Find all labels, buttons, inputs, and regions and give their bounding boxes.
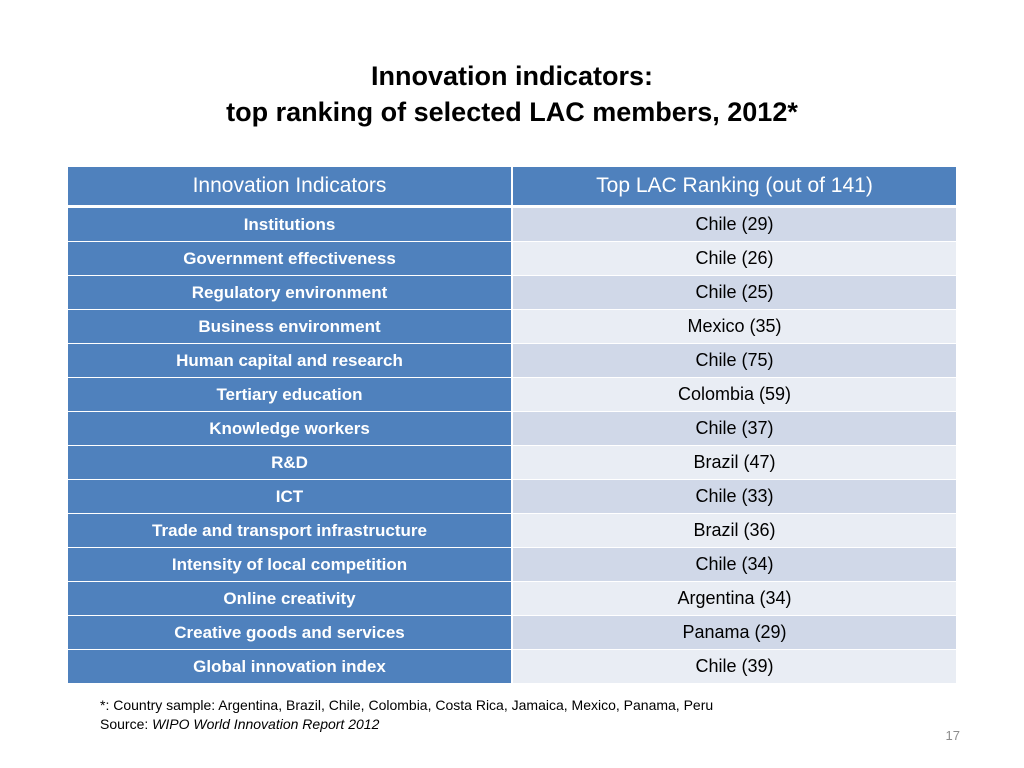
table-header-row: Innovation Indicators Top LAC Ranking (o… [68, 167, 956, 208]
slide-title-line-2: top ranking of selected LAC members, 201… [226, 97, 798, 127]
ranking-cell: Chile (33) [512, 479, 956, 514]
ranking-cell: Colombia (59) [512, 377, 956, 412]
ranking-cell: Chile (37) [512, 411, 956, 446]
indicator-cell: Institutions [68, 206, 513, 242]
ranking-cell: Chile (29) [512, 206, 956, 242]
table-row: Trade and transport infrastructure Brazi… [68, 513, 956, 548]
indicator-cell: Global innovation index [68, 649, 513, 684]
ranking-cell: Chile (75) [512, 343, 956, 378]
table-row: Tertiary education Colombia (59) [68, 377, 956, 412]
table-row: Business environment Mexico (35) [68, 309, 956, 344]
table-header: Innovation Indicators Top LAC Ranking (o… [68, 167, 956, 208]
source-note: Source: WIPO World Innovation Report 201… [100, 715, 713, 734]
table-row: Government effectiveness Chile (26) [68, 241, 956, 276]
table-row: Intensity of local competition Chile (34… [68, 547, 956, 582]
table-row: Knowledge workers Chile (37) [68, 411, 956, 446]
ranking-cell: Chile (34) [512, 547, 956, 582]
ranking-cell: Argentina (34) [512, 581, 956, 616]
table-body: Institutions Chile (29) Government effec… [68, 206, 956, 684]
table-row: Creative goods and services Panama (29) [68, 615, 956, 650]
column-header-indicators: Innovation Indicators [68, 167, 513, 208]
ranking-cell: Panama (29) [512, 615, 956, 650]
ranking-cell: Brazil (47) [512, 445, 956, 480]
indicator-cell: Tertiary education [68, 377, 513, 412]
table-row: Global innovation index Chile (39) [68, 649, 956, 684]
page-number: 17 [945, 728, 960, 743]
ranking-cell: Brazil (36) [512, 513, 956, 548]
indicator-cell: Online creativity [68, 581, 513, 616]
indicator-cell: Knowledge workers [68, 411, 513, 446]
innovation-indicators-table: Innovation Indicators Top LAC Ranking (o… [68, 167, 956, 684]
ranking-cell: Mexico (35) [512, 309, 956, 344]
indicator-cell: Human capital and research [68, 343, 513, 378]
table-row: Institutions Chile (29) [68, 206, 956, 242]
indicator-cell: R&D [68, 445, 513, 480]
indicator-cell: Government effectiveness [68, 241, 513, 276]
source-label: Source: [100, 716, 153, 732]
indicator-cell: Regulatory environment [68, 275, 513, 310]
column-header-ranking: Top LAC Ranking (out of 141) [512, 167, 956, 208]
indicator-cell: Trade and transport infrastructure [68, 513, 513, 548]
footnote: *: Country sample: Argentina, Brazil, Ch… [100, 696, 713, 734]
table-row: R&D Brazil (47) [68, 445, 956, 480]
indicator-cell: Intensity of local competition [68, 547, 513, 582]
slide-title: Innovation indicators: top ranking of se… [0, 58, 1024, 130]
indicator-cell: ICT [68, 479, 513, 514]
indicator-cell: Business environment [68, 309, 513, 344]
ranking-cell: Chile (25) [512, 275, 956, 310]
ranking-cell: Chile (39) [512, 649, 956, 684]
table-row: Human capital and research Chile (75) [68, 343, 956, 378]
country-sample-note: *: Country sample: Argentina, Brazil, Ch… [100, 697, 714, 713]
ranking-cell: Chile (26) [512, 241, 956, 276]
table-row: Regulatory environment Chile (25) [68, 275, 956, 310]
slide-title-line-1: Innovation indicators: [370, 61, 653, 91]
indicator-cell: Creative goods and services [68, 615, 513, 650]
source-text: WIPO World Innovation Report 2012 [152, 716, 380, 732]
table-row: ICT Chile (33) [68, 479, 956, 514]
table-row: Online creativity Argentina (34) [68, 581, 956, 616]
